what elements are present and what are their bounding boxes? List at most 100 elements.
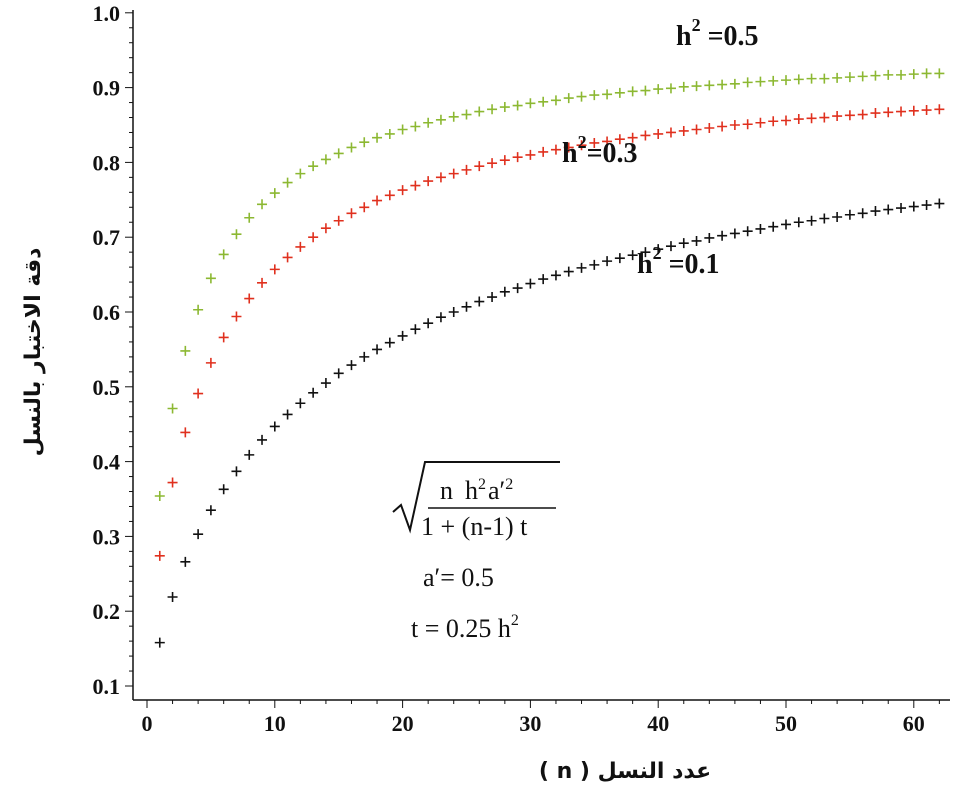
data-point (896, 106, 907, 117)
data-point (742, 226, 753, 237)
data-point (435, 312, 446, 323)
data-point (257, 277, 268, 288)
data-point (308, 387, 319, 398)
x-axis-tick-labels: 0 10 20 30 40 50 60 (142, 711, 925, 736)
data-point (282, 409, 293, 420)
y-tick-label: 0.1 (93, 674, 121, 699)
data-point (589, 90, 600, 101)
data-points (154, 68, 945, 648)
data-point (410, 324, 421, 335)
data-point (320, 154, 331, 165)
data-point (793, 74, 804, 85)
data-point (218, 332, 229, 343)
data-point (896, 203, 907, 214)
data-point (678, 238, 689, 249)
data-point (550, 144, 561, 155)
data-point (205, 357, 216, 368)
data-point (678, 125, 689, 136)
series-label-h03: h2=0.3 (562, 132, 638, 169)
data-point (781, 75, 791, 86)
data-point (691, 235, 702, 246)
data-point (397, 185, 408, 196)
data-point (550, 270, 561, 281)
data-point (614, 253, 625, 264)
data-point (857, 109, 868, 120)
data-point (269, 188, 280, 199)
y-axis-tick-labels: 0.1 0.2 0.3 0.4 0.5 0.6 0.7 0.8 0.9 1.0 (93, 1, 121, 699)
data-point (729, 120, 740, 130)
data-point (359, 137, 370, 148)
y-tick-label: 1.0 (93, 1, 121, 26)
data-point (474, 296, 485, 307)
data-point (167, 591, 178, 602)
data-point (282, 252, 293, 263)
data-point (934, 198, 945, 209)
data-point (768, 75, 779, 86)
data-point (717, 230, 728, 241)
data-point (729, 78, 740, 89)
data-point (640, 247, 651, 258)
data-point (870, 70, 881, 81)
data-point (870, 206, 881, 217)
data-point (627, 132, 638, 143)
data-point (883, 204, 894, 215)
data-point (908, 201, 919, 212)
data-point (333, 215, 344, 226)
x-tick-label: 20 (392, 711, 414, 736)
data-point (525, 98, 536, 109)
series-label-h01: h2 =0.1 (637, 243, 720, 280)
data-point (384, 190, 395, 201)
data-point (755, 76, 766, 87)
data-point (448, 307, 459, 317)
data-point (333, 148, 344, 159)
x-tick-label: 40 (647, 711, 669, 736)
data-point (448, 111, 459, 122)
data-point (602, 256, 613, 267)
data-point (832, 212, 843, 223)
data-point (806, 113, 817, 124)
data-point (308, 232, 319, 243)
data-point (627, 250, 638, 261)
data-point (359, 202, 370, 213)
formula: n h2a′2 1 + (n-1) t a′= 0.5 t = 0.25 h2 (392, 461, 560, 643)
data-point (602, 136, 613, 147)
data-point (793, 114, 804, 125)
y-tick-label: 0.8 (93, 150, 121, 175)
y-axis-ticks (125, 12, 133, 687)
data-point (844, 72, 855, 83)
data-point (653, 244, 664, 255)
x-tick-label: 50 (775, 711, 797, 736)
data-point (269, 421, 280, 432)
data-point (231, 229, 242, 240)
data-point (550, 95, 561, 106)
data-point (525, 278, 536, 289)
data-point (346, 208, 357, 219)
data-point (512, 283, 523, 294)
data-point (205, 505, 216, 516)
data-point (768, 116, 779, 127)
data-point (653, 84, 664, 95)
data-point (870, 108, 881, 119)
data-point (244, 293, 255, 304)
data-point (704, 232, 715, 243)
data-point (908, 105, 919, 116)
data-point (640, 130, 651, 141)
data-point (461, 301, 472, 312)
data-point (896, 69, 907, 80)
data-point (231, 466, 242, 477)
data-point (423, 176, 434, 187)
data-point (384, 128, 395, 139)
data-point (729, 228, 740, 239)
data-point (819, 213, 830, 224)
data-point (193, 304, 204, 315)
data-point (410, 121, 421, 132)
data-point (819, 73, 830, 84)
data-point (589, 259, 600, 270)
data-point (691, 124, 702, 135)
formula-denominator: 1 + (n-1) t (421, 512, 528, 541)
data-point (563, 93, 574, 104)
data-point (295, 398, 306, 409)
data-point (704, 122, 715, 133)
data-point (167, 403, 178, 414)
